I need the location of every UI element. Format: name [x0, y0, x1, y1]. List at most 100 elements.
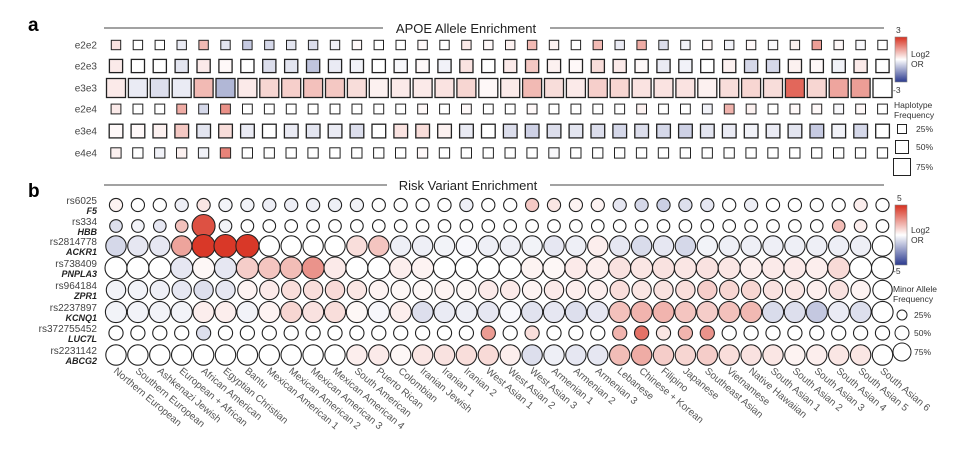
- variant-cell: [434, 279, 455, 301]
- variant-cell: [258, 300, 281, 324]
- variant-cell: [718, 300, 741, 324]
- legend-a-min: -3: [893, 85, 901, 95]
- variant-cell: [587, 344, 609, 366]
- variant-label: rs2237897: [50, 303, 98, 314]
- variant-cell: [240, 219, 255, 233]
- variant-cell: [108, 325, 124, 341]
- apoe-cell: [154, 39, 166, 51]
- apoe-cell: [329, 147, 341, 159]
- apoe-cell: [721, 58, 737, 74]
- variant-cell: [871, 344, 894, 366]
- variant-cell: [302, 235, 324, 257]
- variant-cell: [148, 300, 171, 324]
- legend-b-size-title-line1: Minor Allele: [893, 284, 937, 294]
- variant-cell: [722, 219, 737, 233]
- variant-cell: [762, 235, 784, 257]
- variant-cell: [349, 197, 365, 213]
- apoe-cell: [417, 103, 429, 115]
- variant-cell: [721, 325, 737, 341]
- variant-cell: [149, 235, 171, 257]
- variant-cell: [258, 344, 281, 366]
- apoe-cell: [877, 103, 888, 115]
- apoe-cell: [656, 58, 671, 74]
- apoe-cell: [127, 77, 149, 99]
- variant-cell: [432, 256, 457, 280]
- variant-cell: [853, 219, 868, 233]
- apoe-cell: [699, 123, 715, 139]
- apoe-cell: [130, 58, 146, 74]
- variant-cell: [653, 279, 674, 301]
- apoe-cell: [876, 147, 889, 159]
- apoe-cell: [262, 58, 277, 74]
- variant-cell: [170, 300, 193, 324]
- variant-cell: [393, 219, 408, 233]
- apoe-cell: [789, 103, 801, 115]
- apoe-cell: [745, 39, 757, 51]
- variant-cell: [609, 279, 630, 301]
- legend-a-size-title: Haplotype Frequency: [894, 100, 935, 120]
- variant-cell: [393, 197, 408, 213]
- variant-cell: [718, 344, 740, 366]
- panel-b-title: Risk Variant Enrichment: [399, 178, 538, 193]
- variant-cell: [784, 279, 806, 301]
- apoe-cell: [196, 123, 212, 139]
- apoe-cell: [811, 147, 823, 159]
- apoe-cell: [875, 58, 890, 74]
- legend-a-size-title-line1: Haplotype: [894, 100, 933, 110]
- apoe-cell: [767, 39, 779, 51]
- variant-cell: [411, 235, 434, 257]
- variant-cell: [634, 219, 649, 233]
- variant-cell: [678, 219, 693, 233]
- apoe-cell: [176, 147, 188, 159]
- legend-b-size-label: 75%: [914, 347, 931, 357]
- apoe-cell: [502, 123, 518, 139]
- variant-cell: [564, 256, 588, 280]
- variant-cell: [542, 300, 566, 324]
- apoe-cell: [701, 103, 713, 115]
- variant-cell: [875, 219, 890, 233]
- variant-cell: [305, 325, 321, 341]
- apoe-cell: [634, 58, 649, 74]
- variant-cell: [170, 235, 193, 257]
- apoe-cell: [784, 77, 806, 99]
- variant-cell: [389, 344, 412, 366]
- apoe-cell: [590, 58, 606, 74]
- variant-cell: [389, 300, 412, 324]
- apoe-cell: [239, 123, 255, 139]
- apoe-cell: [592, 39, 603, 51]
- legend-b-color-bar: [894, 204, 908, 266]
- apoe-cell: [152, 123, 168, 139]
- variant-cell: [235, 233, 260, 259]
- variant-cell: [346, 279, 368, 301]
- apoe-cell: [833, 39, 844, 51]
- variant-cell: [761, 256, 785, 280]
- variant-cell: [149, 344, 171, 366]
- apoe-cell: [701, 147, 713, 159]
- apoe-cell: [612, 123, 628, 139]
- variant-cell: [105, 344, 127, 366]
- legend-b-max: 5: [897, 193, 902, 203]
- variant-cell: [543, 235, 565, 257]
- variant-cell: [280, 344, 302, 366]
- variant-cell: [872, 279, 893, 301]
- variant-cell: [259, 279, 280, 301]
- variant-cell: [262, 219, 277, 233]
- variant-cell: [766, 219, 780, 233]
- variant-cell: [827, 344, 850, 366]
- variant-cell: [280, 300, 303, 324]
- variant-cell: [565, 344, 587, 366]
- variant-cell: [108, 197, 124, 213]
- apoe-cell: [327, 58, 343, 74]
- apoe-cell: [483, 39, 494, 51]
- apoe-cell: [176, 103, 188, 115]
- apoe-cell: [439, 39, 450, 51]
- variant-cell: [390, 279, 411, 301]
- variant-cell: [480, 325, 496, 341]
- variant-cell: [521, 235, 543, 257]
- variant-cell: [393, 325, 409, 341]
- apoe-cell: [743, 123, 759, 139]
- variant-cell: [717, 256, 741, 280]
- apoe-cell: [434, 77, 455, 99]
- variant-cell: [827, 235, 850, 257]
- legend-a-color-bar: [894, 36, 908, 83]
